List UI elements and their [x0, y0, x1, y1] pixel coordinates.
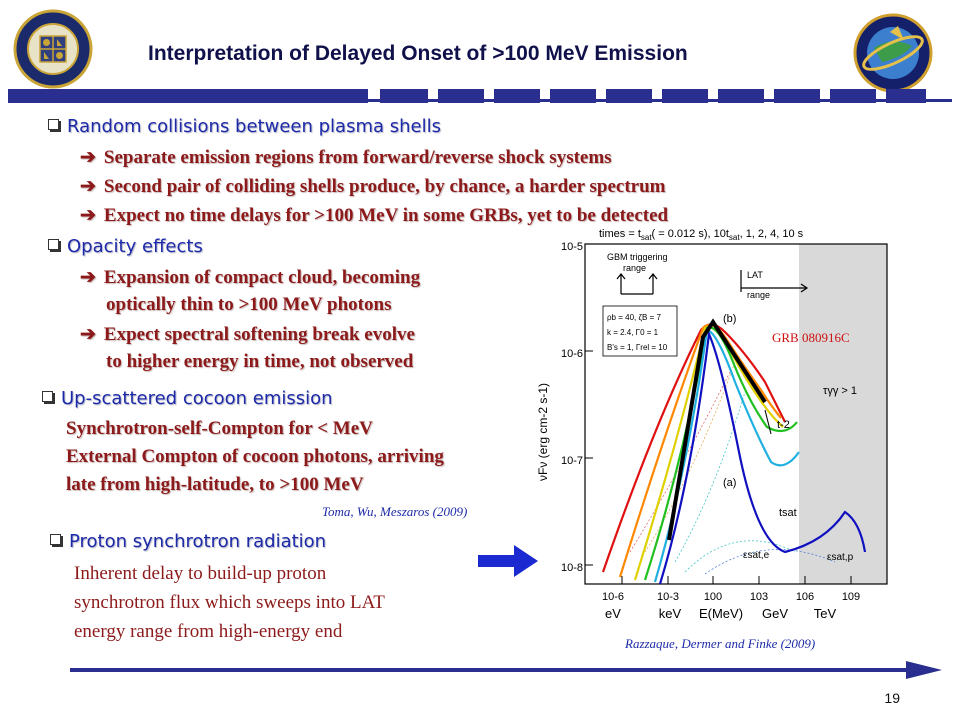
collisions-item-2: ➔ Second pair of colliding shells produce… [80, 176, 666, 197]
label-t-minus-2: t-2 [777, 419, 790, 431]
proton-line-2: synchrotron flux which sweeps into LAT [74, 592, 385, 613]
page-number: 19 [884, 690, 900, 706]
section-proton-header: Proton synchrotron radiation [50, 531, 326, 552]
pointer-arrow-icon [478, 544, 540, 583]
footer-arrow-line [70, 660, 950, 685]
naval-research-laboratory-logo [12, 8, 94, 90]
label-eps-sat-p: εsat,p [827, 552, 854, 563]
collisions-item-3: ➔ Expect no time delays for >100 MeV in s… [80, 205, 669, 226]
arrow-right-icon: ➔ [80, 324, 96, 345]
y-axis-label: νFν (erg cm-2 s-1) [536, 383, 550, 481]
x-unit-tev: TeV [814, 606, 837, 621]
parameter-box [602, 305, 678, 357]
opacity-shaded-region [799, 244, 887, 584]
x-tick-label: 109 [842, 591, 860, 603]
y-tick-label: 10-8 [561, 562, 583, 574]
y-tick-label: 10-5 [561, 241, 583, 253]
figure-citation: Razzaque, Dermer and Finke (2009) [625, 636, 816, 651]
section-collisions-header: Random collisions between plasma shells [48, 116, 441, 137]
plot-frame [584, 243, 888, 585]
curve-red [601, 323, 786, 573]
spectrum-figure: times = tsat( = 0.012 s), 10tsat, 1, 2, … [535, 222, 910, 637]
space-science-division-logo [852, 12, 934, 94]
proton-line-3: energy range from high-energy end [74, 621, 343, 642]
checkbox-bullet-icon [42, 391, 53, 402]
collisions-item-1: ➔ Separate emission regions from forward/… [80, 147, 612, 168]
slide-title: Interpretation of Delayed Onset of >100 … [148, 42, 688, 65]
gbm-range-marker [616, 273, 658, 295]
lat-label-line-2: range [747, 290, 770, 300]
y-tick-label: 10-6 [561, 348, 583, 360]
gbm-label-line-2: range [623, 263, 646, 273]
lat-range-marker [740, 270, 809, 293]
arrow-right-icon: ➔ [80, 267, 96, 288]
header-divider-band [8, 89, 952, 103]
gbm-label-line-1: GBM triggering [607, 252, 668, 262]
x-unit-kev: keV [659, 606, 682, 621]
label-b: (b) [723, 313, 736, 325]
proton-line-1: Inherent delay to build-up proton [74, 563, 327, 584]
x-tick-label: 103 [750, 591, 768, 603]
lat-label-line-1: LAT [747, 270, 763, 280]
cocoon-citation: Toma, Wu, Meszaros (2009) [322, 504, 468, 519]
parameter-line: k = 2.4, Γ0 = 1 [607, 328, 659, 337]
opacity-item-2-line-1: ➔ Expect spectral softening break evolve [80, 324, 415, 345]
curve-green [643, 326, 798, 581]
label-tau: τγγ > 1 [823, 385, 857, 397]
checkbox-bullet-icon [48, 119, 59, 130]
y-tick-label: 10-7 [561, 455, 583, 467]
x-unit-gev: GeV [762, 606, 788, 621]
x-tick-label: 10-3 [657, 591, 679, 603]
x-tick-label: 10-6 [602, 591, 624, 603]
x-tick-label: 106 [796, 591, 814, 603]
opacity-item-1-line-1: ➔ Expansion of compact cloud, becoming [80, 267, 421, 288]
curve-cyan [653, 328, 800, 583]
checkbox-bullet-icon [50, 534, 61, 545]
label-eps-sat-e: εsat,e [743, 550, 770, 561]
cocoon-line-3: late from high-latitude, to >100 MeV [66, 474, 364, 495]
cocoon-line-1: Synchrotron-self-Compton for < MeV [66, 418, 373, 439]
x-unit-ev: eV [605, 606, 621, 621]
arrow-right-icon: ➔ [80, 147, 96, 168]
figure-top-caption: times = tsat( = 0.012 s), 10tsat, 1, 2, … [599, 228, 804, 242]
x-tick-label: 100 [704, 591, 722, 603]
parameter-line: ρb = 40, ζB = 7 [607, 313, 661, 322]
label-a: (a) [723, 477, 736, 489]
curve-blue [658, 329, 867, 585]
arrow-right-icon: ➔ [80, 205, 96, 226]
parameter-line: B's = 1, Γrel = 10 [607, 343, 668, 352]
curve-black-envelope [667, 318, 767, 541]
cocoon-line-2: External Compton of cocoon photons, arri… [66, 446, 444, 467]
label-tsat: tsat [779, 507, 797, 519]
section-opacity-header: Opacity effects [48, 236, 203, 257]
checkbox-bullet-icon [48, 239, 59, 250]
opacity-item-1-line-2: optically thin to >100 MeV photons [106, 294, 392, 315]
section-cocoon-header: Up-scattered cocoon emission [42, 388, 333, 409]
opacity-item-2-line-2: to higher energy in time, not observed [106, 351, 414, 372]
grb-label: GRB 080916C [772, 330, 850, 345]
x-axis-title: E(MeV) [699, 606, 743, 621]
arrow-right-icon: ➔ [80, 176, 96, 197]
